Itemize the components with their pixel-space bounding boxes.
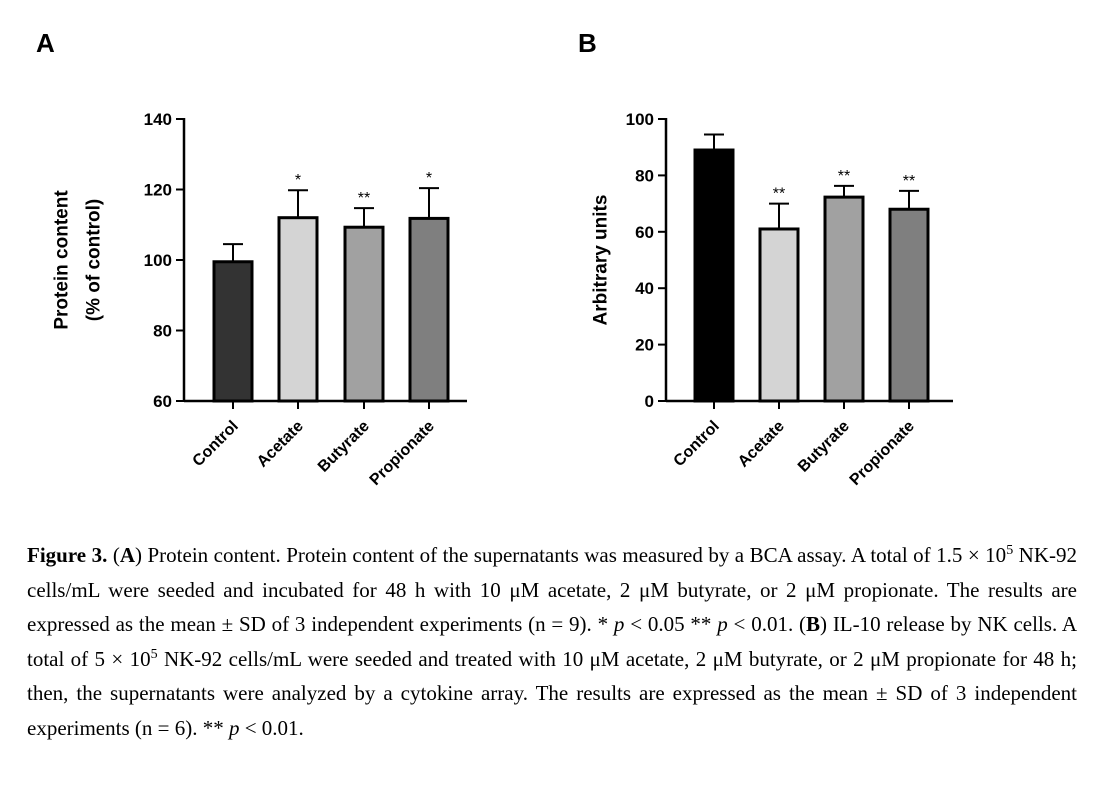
bar [758, 227, 800, 403]
x-tick-label: Control [671, 418, 723, 470]
caption-paragraph: Figure 3. (A) Protein content. Protein c… [27, 538, 1077, 745]
bar [823, 195, 865, 403]
y-tick-label: 60 [153, 392, 172, 411]
x-tick-label: Butyrate [315, 418, 373, 476]
figure-label: Figure 3. [27, 543, 108, 567]
caption-p-symbol: p [613, 612, 625, 636]
y-tick-label: 20 [635, 336, 654, 355]
y-axis-label: Arbitrary units [591, 195, 612, 326]
significance-marker: * [426, 170, 432, 187]
y-tick-label: 80 [635, 166, 654, 185]
x-tick-label: Propionate [847, 418, 918, 489]
caption-text: < 0.05 ** [624, 612, 718, 636]
bar [277, 216, 319, 403]
bar [408, 216, 450, 403]
y-tick-label: 100 [144, 251, 172, 270]
y-tick-label: 80 [153, 322, 172, 341]
x-tick-label: Acetate [254, 418, 307, 471]
significance-marker: ** [903, 173, 915, 190]
caption-exponent: 5 [150, 646, 158, 662]
caption-text: NK-92 cells/mL were seeded and incubated… [27, 543, 1077, 636]
bar [693, 148, 735, 403]
caption-p-symbol: p [717, 612, 728, 636]
caption-text: < 0.01. [239, 715, 304, 740]
significance-marker: ** [773, 186, 785, 203]
x-tick-label: Control [190, 418, 242, 470]
panel-label: A [36, 28, 55, 58]
x-tick-label: Propionate [367, 418, 438, 489]
y-tick-label: 60 [635, 223, 654, 242]
y-tick-label: 140 [144, 110, 172, 129]
x-tick-label: Butyrate [795, 418, 853, 476]
caption-exponent: 5 [1006, 543, 1014, 558]
y-tick-label: 40 [635, 279, 654, 298]
x-tick-label: Acetate [735, 418, 788, 471]
y-axis-label: Protein content [52, 190, 73, 330]
bar [212, 260, 254, 403]
figure-panels: A Control * Acetate ** Butyrate * Propionate 60 8… [36, 28, 953, 489]
caption-text: < 0.01. ( [727, 612, 806, 636]
bar [888, 207, 930, 403]
bar [343, 225, 385, 403]
significance-marker: * [295, 172, 301, 189]
y-tick-label: 0 [645, 392, 654, 411]
y-axis-label: (% of control) [84, 199, 105, 321]
caption-p-symbol: p [228, 715, 240, 740]
caption-panel-b: B [806, 612, 821, 636]
caption-text: NK-92 cells/mL were seeded and treated w… [27, 646, 1077, 740]
y-tick-label: 100 [626, 110, 654, 129]
significance-marker: ** [838, 168, 850, 185]
significance-marker: ** [358, 190, 370, 207]
caption-text: ( [112, 543, 120, 567]
figure-caption: Figure 3. (A) Protein content. Protein c… [27, 538, 1077, 745]
caption-text: ) Protein content. Protein content of th… [135, 543, 1007, 567]
caption-text: ) IL-10 release by NK cells. A total of … [27, 612, 1078, 671]
y-tick-label: 120 [144, 181, 172, 200]
panel-label: B [578, 28, 597, 58]
caption-panel-a: A [119, 543, 136, 567]
